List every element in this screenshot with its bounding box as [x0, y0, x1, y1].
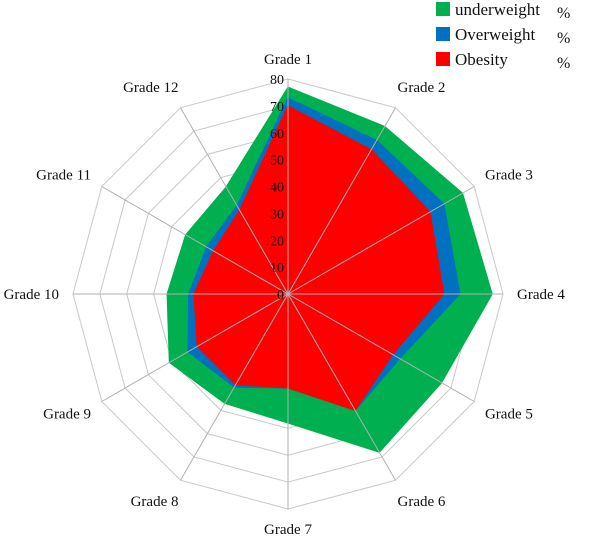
radial-tick-label: 10 [270, 261, 284, 276]
radial-tick-label: 60 [270, 127, 284, 142]
category-label: Grade 1 [264, 52, 312, 68]
radial-tick-label: 40 [270, 181, 284, 196]
legend-unit: % [557, 30, 570, 47]
category-label: Grade 10 [4, 287, 59, 303]
legend-swatch-obesity [436, 52, 450, 66]
legend-unit: % [557, 55, 570, 72]
legend-label: Obesity [455, 50, 508, 69]
category-label: Grade 8 [131, 494, 179, 510]
spoke [287, 107, 396, 295]
legend-swatch-overweight [436, 27, 450, 41]
radial-tick-label: 80 [270, 73, 284, 88]
spoke [180, 293, 289, 481]
legend-swatch-underweight [436, 2, 450, 16]
category-label: Grade 7 [264, 522, 312, 538]
legend-label: Overweight [455, 25, 536, 44]
category-label: Grade 6 [398, 494, 446, 510]
category-labels: Grade 1 Grade 2 Grade 3 Grade 4 Grade 5 Grade… [4, 52, 566, 538]
category-label: Grade 9 [43, 407, 91, 423]
category-label: Grade 3 [485, 168, 533, 184]
category-label: Grade 12 [123, 80, 178, 96]
category-label: Grade 4 [517, 287, 565, 303]
category-label: Grade 5 [485, 407, 533, 423]
radial-ticks: 0 10 20 30 40 50 60 70 80 [270, 73, 284, 303]
radial-tick-label: 20 [270, 234, 284, 249]
radial-tick-label: 70 [270, 100, 284, 115]
spokes [73, 79, 503, 509]
category-label: Grade 2 [398, 80, 446, 96]
radial-tick-label: 30 [270, 207, 284, 222]
legend: underweight % Overweight % Obesity% [436, 0, 570, 72]
radial-tick-label: 0 [277, 288, 284, 303]
category-label: Grade 11 [36, 168, 91, 184]
legend-label: underweight [455, 0, 540, 19]
spoke [287, 186, 475, 295]
spoke [101, 186, 289, 295]
spoke [180, 107, 289, 295]
legend-unit: % [557, 5, 570, 22]
radial-tick-label: 50 [270, 154, 284, 169]
spoke [287, 293, 475, 402]
spoke [101, 293, 289, 402]
spoke [287, 293, 396, 481]
